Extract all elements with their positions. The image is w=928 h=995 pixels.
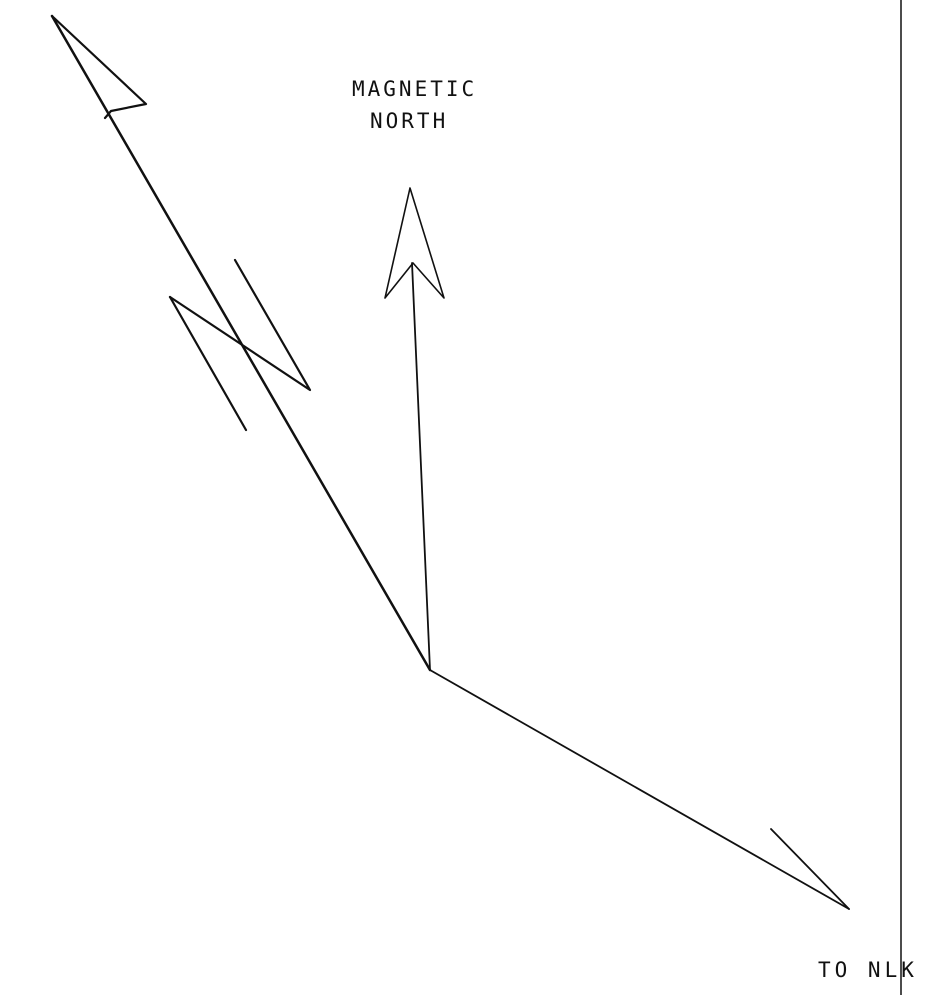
break-tick: [168, 295, 248, 432]
destination-label: TO NLK: [818, 958, 918, 982]
magnetic-north-label-line2: NORTH: [370, 109, 449, 133]
north-arrowhead: [384, 187, 445, 299]
magnetic-north-label-line1: MAGNETIC: [352, 77, 478, 101]
flag-marker: [50, 14, 148, 120]
north-arrow-shaft: [411, 262, 431, 671]
break-zigzag: [168, 258, 312, 392]
bearing-line-se: [429, 669, 850, 910]
destination-arrow-barb: [770, 828, 850, 910]
